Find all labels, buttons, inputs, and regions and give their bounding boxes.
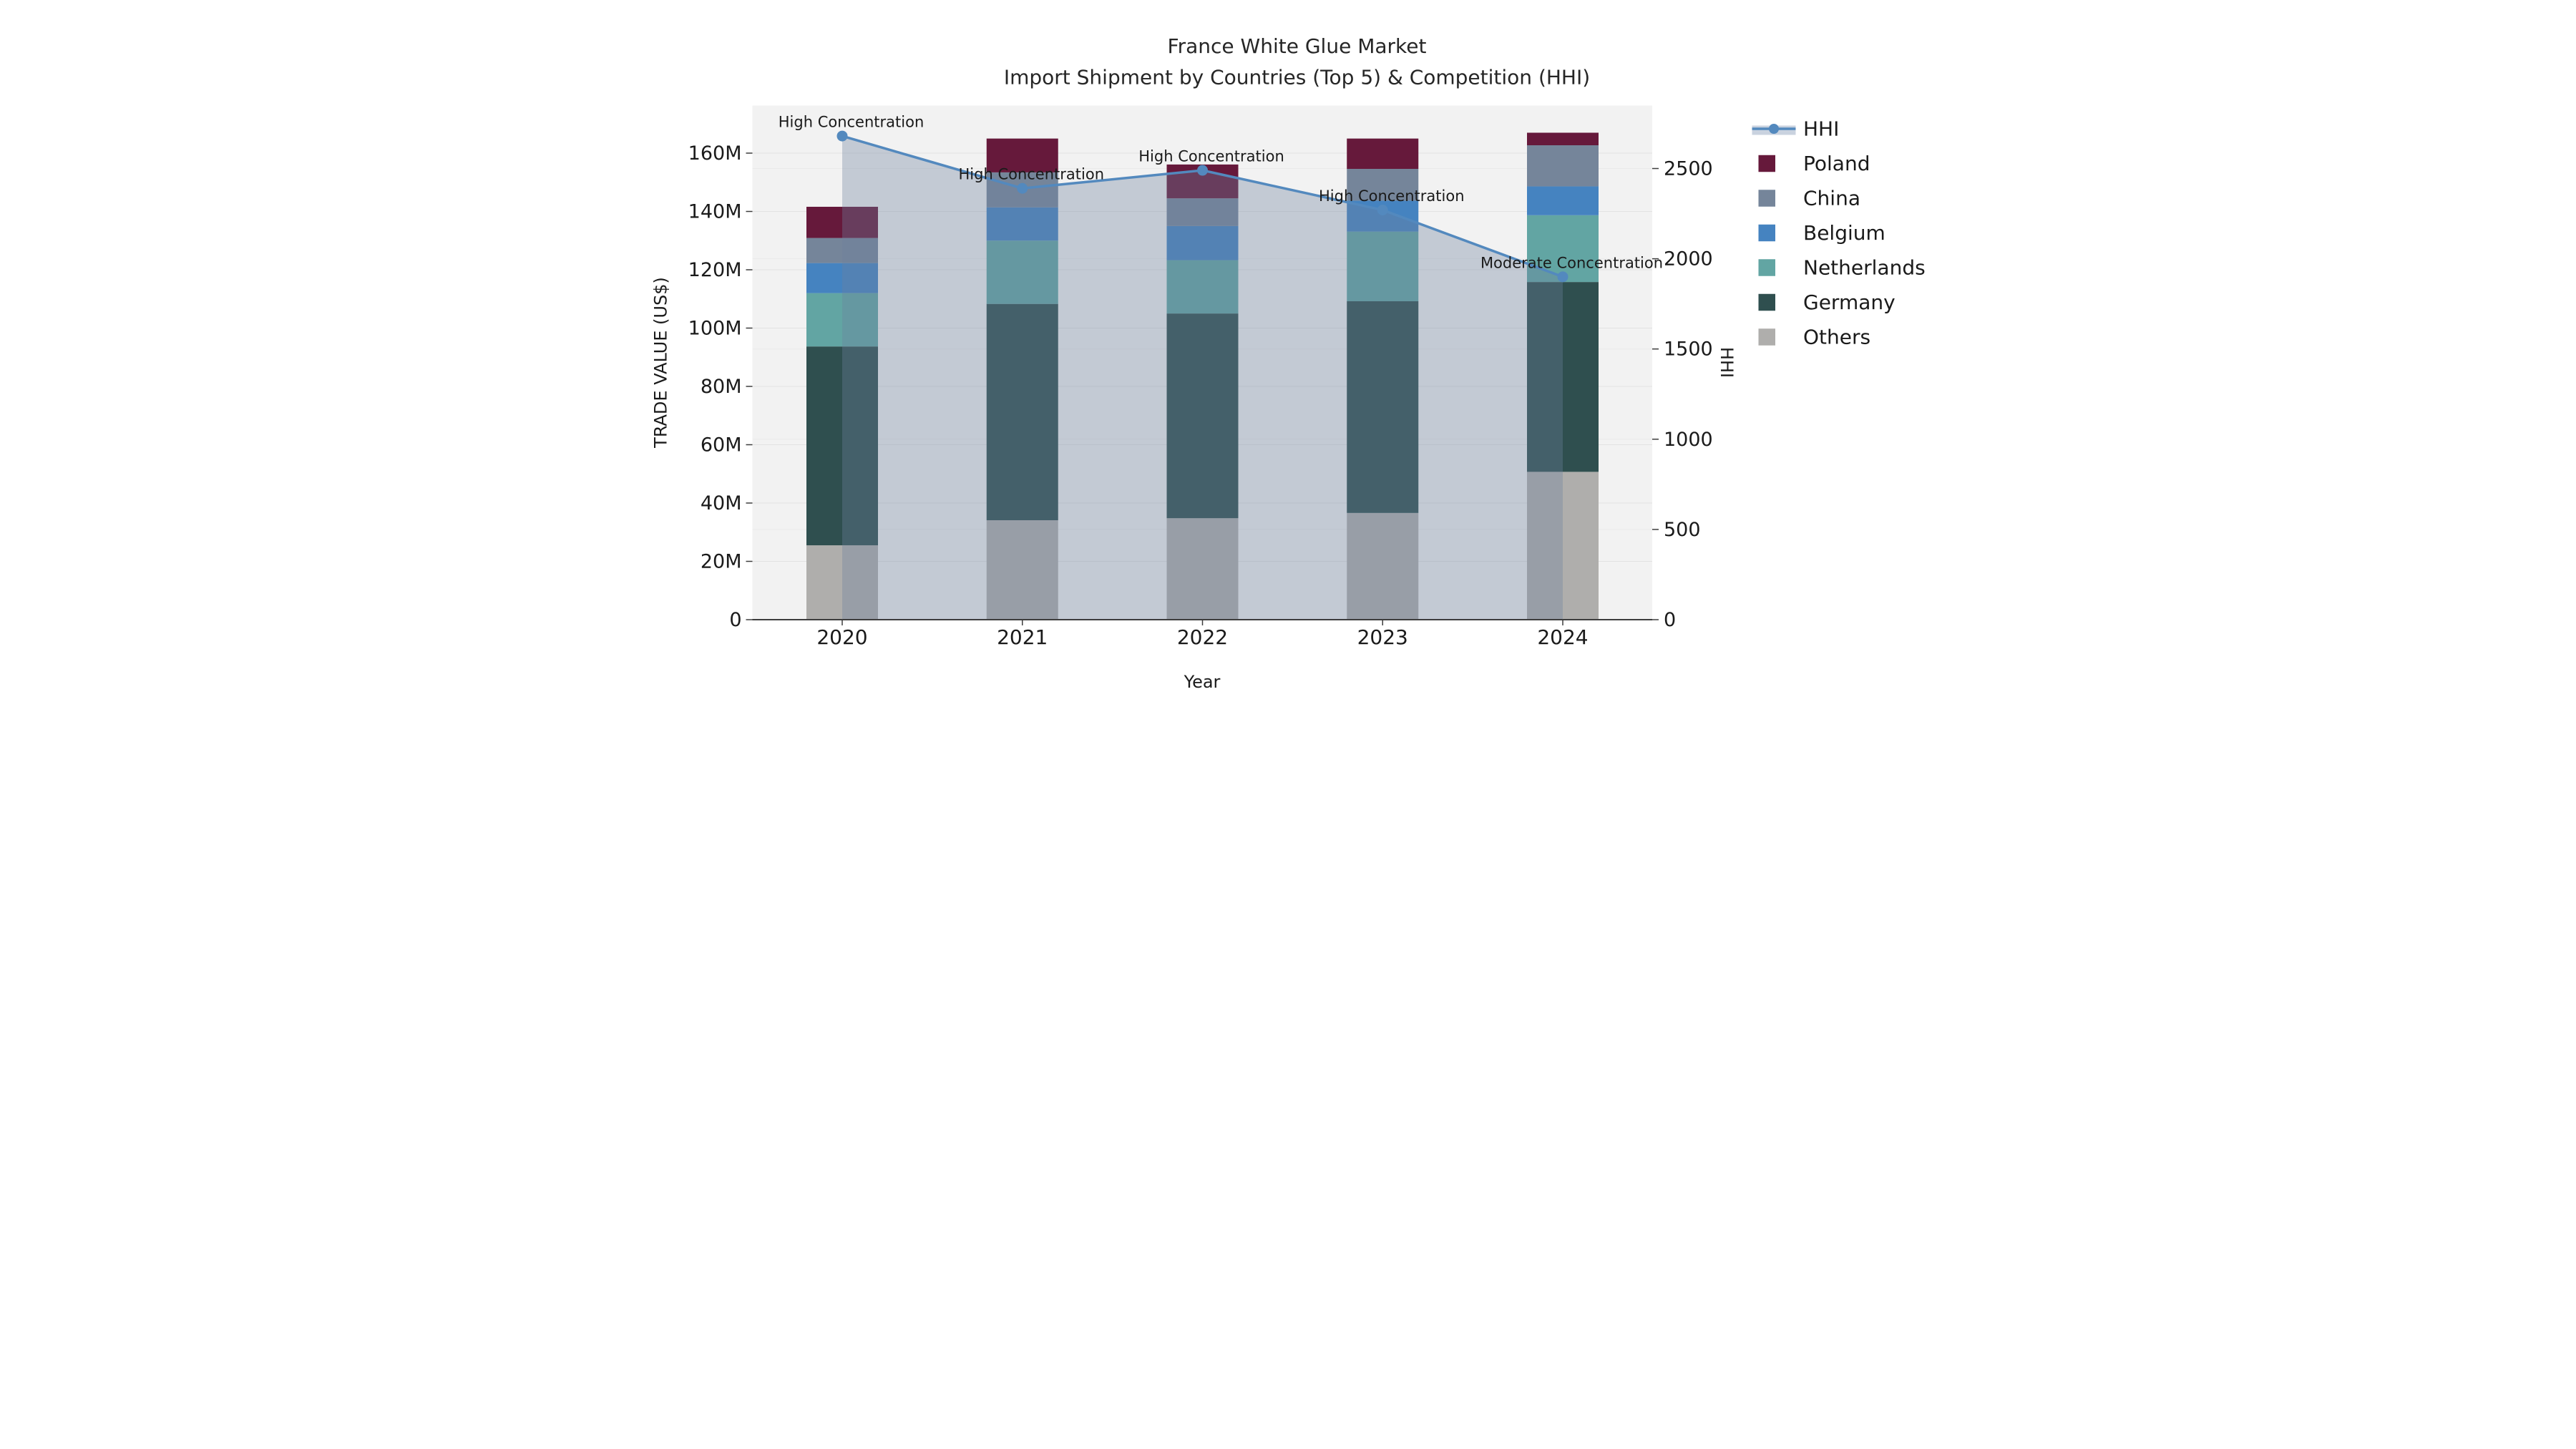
legend-label-others: Others xyxy=(1803,326,1870,349)
bar-segment-2023-poland xyxy=(1347,138,1419,170)
legend-swatch-china xyxy=(1758,190,1775,207)
right-tick-label-2500: 2500 xyxy=(1664,158,1713,180)
legend-swatch-netherlands xyxy=(1758,259,1775,276)
left-tick-label-40M: 40M xyxy=(701,492,742,514)
bar-segment-2022-china xyxy=(1166,198,1239,226)
chart-title-line1: France White Glue Market xyxy=(1168,34,1427,58)
legend xyxy=(1752,124,1796,346)
bar-segment-2021-belgium xyxy=(986,207,1058,241)
left-tick-label-140M: 140M xyxy=(688,201,742,223)
annotation-2024: Moderate Concentration xyxy=(1480,254,1663,271)
legend-swatch-others xyxy=(1758,328,1775,346)
y-axis-title-left: TRADE VALUE (US$) xyxy=(651,277,671,449)
bar-segment-2020-poland xyxy=(806,206,878,238)
bar-segment-2023-china xyxy=(1347,169,1419,201)
bar-segment-2024-germany xyxy=(1527,282,1599,472)
bar-segment-2024-netherlands xyxy=(1527,215,1599,283)
left-tick-label-20M: 20M xyxy=(701,551,742,573)
legend-label-netherlands: Netherlands xyxy=(1803,256,1926,280)
legend-label-china: China xyxy=(1803,187,1860,210)
bar-segment-2021-netherlands xyxy=(986,240,1058,304)
legend-swatch-poland xyxy=(1758,155,1775,172)
right-tick-label-1500: 1500 xyxy=(1664,338,1713,361)
x-tick-label-2021: 2021 xyxy=(997,625,1048,649)
bar-segment-2022-netherlands xyxy=(1166,260,1239,314)
bar-segment-2022-others xyxy=(1166,518,1239,620)
legend-item-germany xyxy=(1758,293,1775,311)
right-tick-label-1000: 1000 xyxy=(1664,429,1713,451)
bar-segment-2022-germany xyxy=(1166,313,1239,519)
left-tick-label-0: 0 xyxy=(729,609,741,631)
x-tick-label-2020: 2020 xyxy=(816,625,867,649)
bar-segment-2024-others xyxy=(1527,472,1599,620)
x-tick-label-2022: 2022 xyxy=(1177,625,1228,649)
stacked-bars xyxy=(806,132,1599,620)
chart-title-line2: Import Shipment by Countries (Top 5) & C… xyxy=(1004,66,1590,89)
bar-segment-2024-belgium xyxy=(1527,186,1599,215)
annotation-2022: High Concentration xyxy=(1138,148,1284,165)
legend-swatch-germany xyxy=(1758,293,1775,311)
legend-item-netherlands xyxy=(1758,259,1775,276)
left-tick-label-80M: 80M xyxy=(701,376,742,398)
y-axis-title-right: HHI xyxy=(1717,347,1737,378)
bar-segment-2022-belgium xyxy=(1166,225,1239,260)
legend-label-hhi: HHI xyxy=(1803,117,1839,141)
bar-segment-2024-poland xyxy=(1527,132,1599,145)
left-tick-label-100M: 100M xyxy=(688,318,742,340)
bar-segment-2020-others xyxy=(806,545,878,620)
right-tick-label-0: 0 xyxy=(1664,609,1676,631)
left-tick-label-160M: 160M xyxy=(688,142,742,165)
bar-segment-2020-china xyxy=(806,238,878,263)
legend-label-belgium: Belgium xyxy=(1803,221,1885,245)
legend-item-belgium xyxy=(1758,224,1775,242)
hhi-marker-2020 xyxy=(836,130,848,142)
left-tick-label-120M: 120M xyxy=(688,259,742,281)
legend-label-poland: Poland xyxy=(1803,152,1870,175)
x-tick-label-2024: 2024 xyxy=(1537,625,1588,649)
hhi-marker-2024 xyxy=(1557,271,1568,283)
x-tick-label-2023: 2023 xyxy=(1357,625,1408,649)
hhi-area-fill xyxy=(842,136,1563,620)
hhi-marker-2023 xyxy=(1377,205,1388,216)
legend-swatch-belgium xyxy=(1758,224,1775,242)
legend-item-hhi xyxy=(1752,124,1796,135)
bar-segment-2020-germany xyxy=(806,346,878,546)
bar-segment-2024-china xyxy=(1527,145,1599,187)
bar-segment-2020-netherlands xyxy=(806,293,878,347)
bar-segment-2021-poland xyxy=(986,138,1058,172)
bar-segment-2020-belgium xyxy=(806,263,878,293)
legend-label-germany: Germany xyxy=(1803,291,1896,314)
legend-item-others xyxy=(1758,328,1775,346)
x-axis-title: Year xyxy=(1184,672,1221,692)
figure-container: High Concentration High Concentration High… xyxy=(644,0,1932,725)
combo-chart: High Concentration High Concentration High… xyxy=(644,0,1932,725)
bar-segment-2021-germany xyxy=(986,303,1058,521)
hhi-marker-2022 xyxy=(1197,165,1208,176)
annotation-2021: High Concentration xyxy=(959,166,1105,183)
legend-item-china xyxy=(1758,190,1775,207)
bar-segment-2023-germany xyxy=(1347,301,1419,513)
right-tick-label-500: 500 xyxy=(1664,519,1701,541)
bar-segment-2023-others xyxy=(1347,512,1419,620)
left-tick-label-60M: 60M xyxy=(701,434,742,457)
bar-segment-2021-others xyxy=(986,520,1058,620)
bar-segment-2023-netherlands xyxy=(1347,231,1419,302)
legend-hhi-marker xyxy=(1769,124,1779,134)
hhi-marker-2021 xyxy=(1017,182,1028,194)
annotation-2023: High Concentration xyxy=(1319,187,1465,205)
right-tick-label-2000: 2000 xyxy=(1664,248,1713,270)
annotation-2020: High Concentration xyxy=(779,114,924,131)
legend-item-poland xyxy=(1758,155,1775,172)
